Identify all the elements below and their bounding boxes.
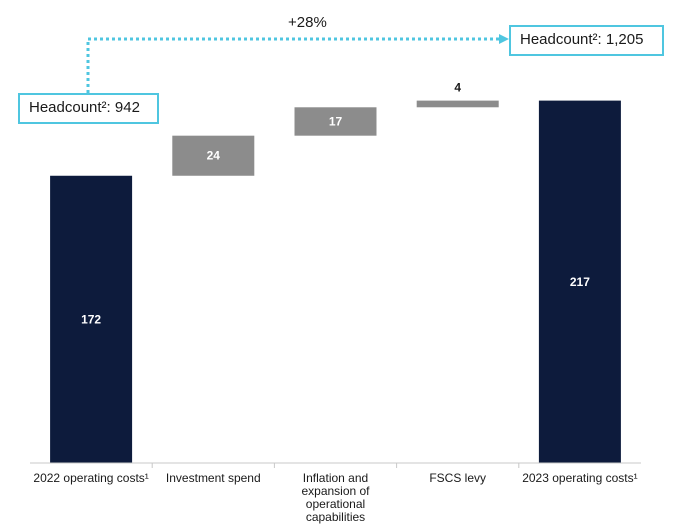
category-label-5: 2023 operating costs¹ <box>522 471 637 485</box>
category-label-1: 2022 operating costs¹ <box>33 471 148 485</box>
headcount-2022-callout: Headcount²: 942 <box>18 93 159 124</box>
category-label-2: Investment spend <box>166 471 261 485</box>
bar-value-label-1: 172 <box>81 312 101 326</box>
category-label-3: Inflation and expansion of operational capa… <box>301 471 370 524</box>
bar-2 <box>172 135 255 176</box>
bar-value-label-3: 17 <box>329 114 343 128</box>
bar-value-label-2: 24 <box>207 149 221 163</box>
bar-4 <box>416 100 499 108</box>
category-label-4: FSCS levy <box>429 471 486 485</box>
bar-1 <box>50 175 133 463</box>
headcount-2023-callout: Headcount²: 1,205 <box>509 25 664 56</box>
bars-group: 172 24 17 4 217 <box>50 81 621 464</box>
connector-arrowhead <box>499 34 509 44</box>
headcount-connector <box>86 34 509 93</box>
bar-3 <box>294 107 377 136</box>
bar-5 <box>538 100 621 464</box>
growth-annotation: +28% <box>288 14 327 31</box>
bar-value-label-5: 217 <box>570 275 590 289</box>
bar-value-label-4: 4 <box>454 81 461 95</box>
x-axis: 2022 operating costs¹ Investment spend Inf… <box>30 462 641 524</box>
